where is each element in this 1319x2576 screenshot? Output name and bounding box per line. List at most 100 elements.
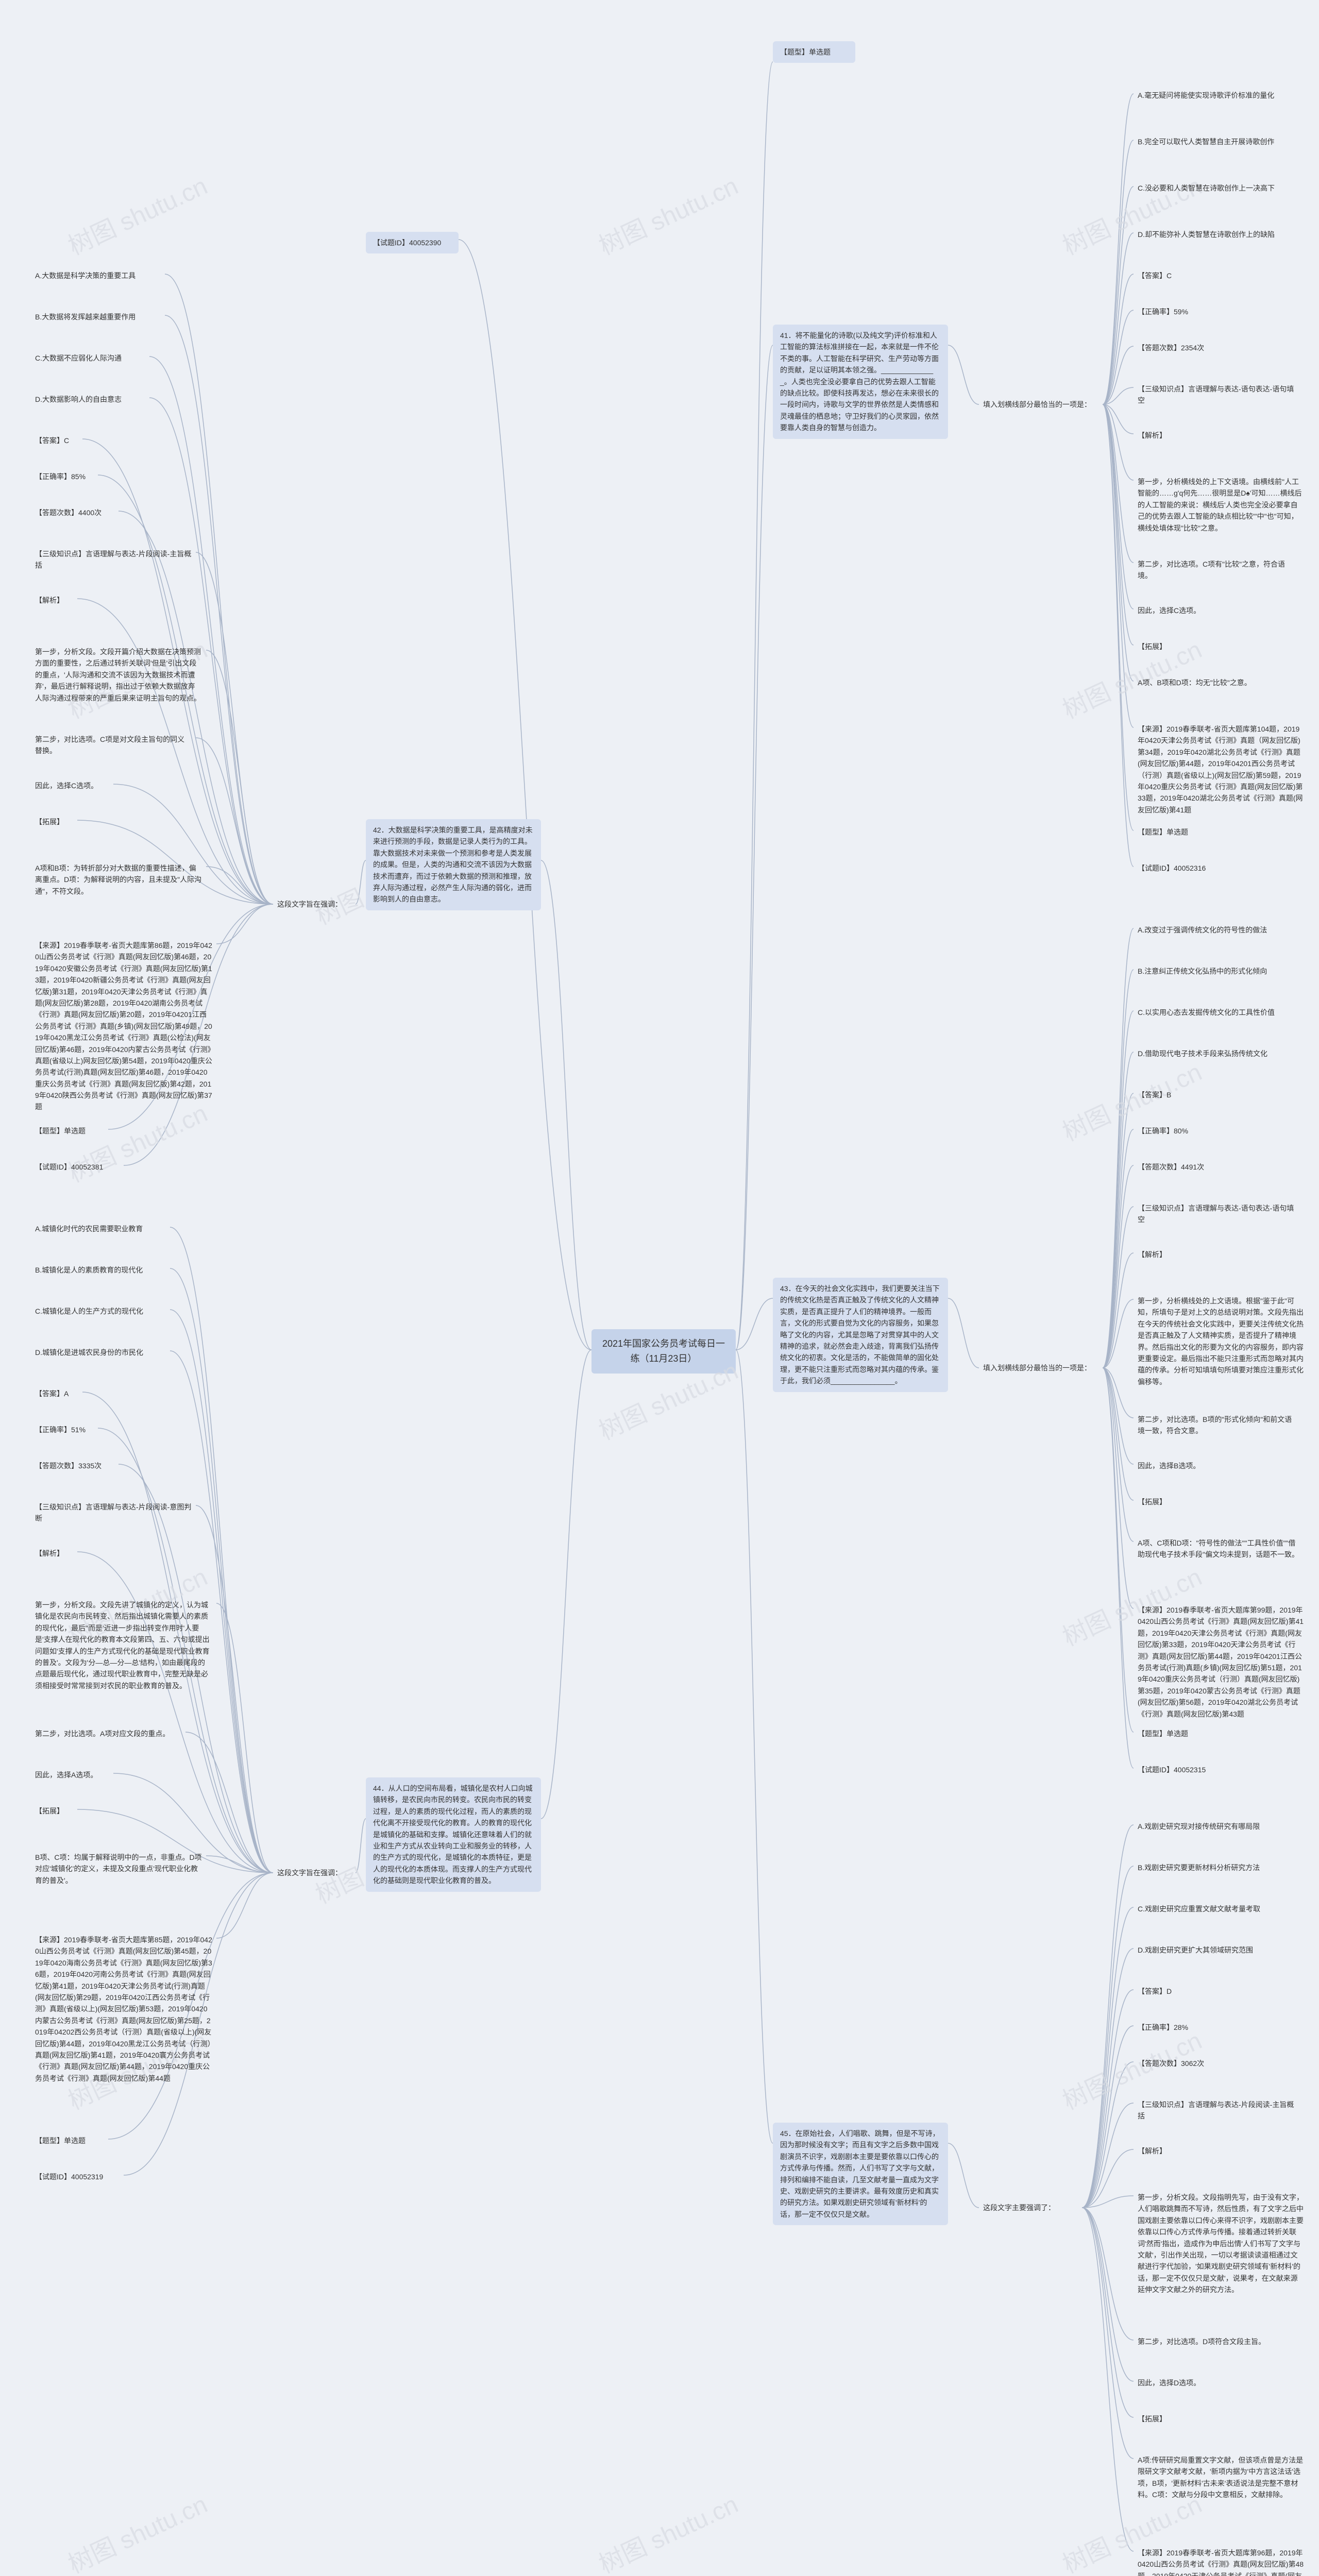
tree-node: 因此，选择D选项。 bbox=[1134, 2375, 1216, 2391]
tree-node: 45．在原始社会，人们唱歌、跳舞，但是不写诗，因为那时候没有文字；而且有文字之后… bbox=[773, 2123, 948, 2225]
tree-node: D.借助现代电子技术手段来弘扬传统文化 bbox=[1134, 1046, 1293, 1061]
tree-node: 【解析】 bbox=[31, 1546, 77, 1561]
tree-node: 【试题ID】40052390 bbox=[366, 232, 459, 253]
tree-node: 第一步，分析横线处的上文语境。根据"鉴于此"可知，所填句子是对上文的总结说明对策… bbox=[1134, 1293, 1309, 1389]
tree-node: C.以实用心态去发掘传统文化的工具性价值 bbox=[1134, 1005, 1298, 1020]
tree-node: 【解析】 bbox=[1134, 1247, 1180, 1262]
tree-node: D.大数据影响人的自由意志 bbox=[31, 392, 149, 407]
tree-node: 【拓展】 bbox=[31, 1803, 77, 1819]
tree-node: 第二步，对比选项。D项符合文段主旨。 bbox=[1134, 2334, 1288, 2349]
tree-node: 【拓展】 bbox=[1134, 1494, 1180, 1510]
tree-node: 【答题次数】3335次 bbox=[31, 1458, 119, 1473]
tree-node: B.大数据将发挥越来越重要作用 bbox=[31, 309, 165, 325]
tree-node: 【答题次数】3062次 bbox=[1134, 2056, 1221, 2071]
tree-node: 【三级知识点】言语理解与表达-片段阅读-主旨概括 bbox=[31, 546, 196, 573]
tree-node: 【答题次数】2354次 bbox=[1134, 340, 1221, 355]
tree-node: 【试题ID】40052316 bbox=[1134, 860, 1226, 876]
tree-node: A项:传研研究局重置文字文献，但该项点曾是方法是限研文字文献考文献，'新项内据为… bbox=[1134, 2452, 1309, 2503]
tree-node: 第二步，对比选项。C项是对文段主旨句的同义替换。 bbox=[31, 732, 196, 759]
tree-node: D.却不能弥补人类智慧在诗歌创作上的缺陷 bbox=[1134, 227, 1298, 242]
tree-node: D.城镇化是进城农民身份的市民化 bbox=[31, 1345, 170, 1360]
tree-node: 【来源】2019春季联考-省页大题库第104题，2019年0420天津公务员考试… bbox=[1134, 721, 1309, 818]
tree-node: 【解析】 bbox=[31, 592, 77, 608]
tree-node: 【来源】2019春季联考-省页大题库第85题，2019年0420山西公务员考试《… bbox=[31, 1932, 216, 2086]
tree-node: 【试题ID】40052319 bbox=[31, 2169, 124, 2184]
tree-node: A项、C项和D项："符号性的做法""工具性价值""借助现代电子技术手段"偏文均未… bbox=[1134, 1535, 1304, 1563]
tree-node: 【三级知识点】言语理解与表达-语句表达-语句填空 bbox=[1134, 1200, 1298, 1228]
tree-node: 【正确率】85% bbox=[31, 469, 98, 484]
watermark: 树图 shutu.cn bbox=[592, 2484, 743, 2576]
tree-node: 【题型】单选题 bbox=[31, 2133, 108, 2148]
tree-node: 第一步，分析文段。文段开篇介绍大数据在决策预测方面的重要性，之后通过转折关联词'… bbox=[31, 644, 206, 706]
tree-node: 【答案】C bbox=[31, 433, 82, 448]
tree-node: 第二步，对比选项。B项的"形式化倾向"和前文语境一致，符合文意。 bbox=[1134, 1412, 1298, 1439]
root-node: 2021年国家公务员考试每日一练（11月23日） bbox=[591, 1329, 736, 1374]
tree-node: 【题型】单选题 bbox=[773, 41, 855, 63]
tree-node: 【答案】C bbox=[1134, 268, 1185, 283]
tree-node: B.城镇化是人的素质教育的现代化 bbox=[31, 1262, 170, 1278]
tree-node: 【来源】2019春季联考-省页大题库第99题，2019年0420山西公务员考试《… bbox=[1134, 1602, 1309, 1722]
tree-node: 【拓展】 bbox=[1134, 639, 1180, 654]
tree-node: A.毫无疑问将能使实现诗歌评价标准的量化 bbox=[1134, 88, 1298, 103]
tree-node: A.大数据是科学决策的重要工具 bbox=[31, 268, 165, 283]
tree-node: 因此，选择C选项。 bbox=[31, 778, 113, 793]
tree-node: 因此，选择A选项。 bbox=[31, 1767, 113, 1783]
tree-node: 【答题次数】4400次 bbox=[31, 505, 119, 520]
tree-node: 【解析】 bbox=[1134, 2143, 1180, 2159]
tree-node: 【来源】2019春季联考-省页大题库第86题，2019年0420山西公务员考试《… bbox=[31, 938, 216, 1115]
tree-node: C.大数据不应弱化人际沟通 bbox=[31, 350, 149, 366]
tree-node: 【正确率】80% bbox=[1134, 1123, 1200, 1139]
tree-node: 【答题次数】4491次 bbox=[1134, 1159, 1221, 1175]
tree-node: 【解析】 bbox=[1134, 428, 1180, 443]
tree-node: B项、C项：均属于解释说明中的一点，非重点。D项对应'城镇化'的定义，未提及文段… bbox=[31, 1850, 206, 1888]
tree-node: 【拓展】 bbox=[31, 814, 77, 829]
connectors-layer bbox=[0, 0, 1319, 2576]
tree-node: 41．将不能量化的诗歌(以及纯文学)评价标准和人工智能的算法标准拼接在一起，本来… bbox=[773, 325, 948, 439]
tree-node: A.城镇化时代的农民需要职业教育 bbox=[31, 1221, 170, 1236]
tree-node: 第二步，对比选项。A项对应文段的重点。 bbox=[31, 1726, 185, 1741]
tree-node: 44．从人口的空间布局看，城镇化是农村人口向城镇转移，是农民向市民的转变。农民向… bbox=[366, 1777, 541, 1892]
tree-node: 填入划横线部分最恰当的一项是： bbox=[979, 397, 1103, 412]
tree-node: 这段文字旨在强调： bbox=[273, 896, 356, 912]
tree-node: 【三级知识点】言语理解与表达-语句表达-语句填空 bbox=[1134, 381, 1298, 409]
tree-node: A项、B项和D项：均无"比较"之意。 bbox=[1134, 675, 1278, 690]
tree-node: 【答案】D bbox=[1134, 1984, 1185, 1999]
tree-node: 【试题ID】40052315 bbox=[1134, 1762, 1226, 1777]
tree-node: 这段文字主要强调了： bbox=[979, 2200, 1082, 2215]
tree-node: 第一步，分析文段。文段先讲了城镇化的定义，认为城镇化是农民向市民转变、然后指出城… bbox=[31, 1597, 216, 1693]
tree-node: 第一步，分析文段。文段指明先写，由于没有文字，人们唱歌跳舞而不写诗，然后性质，有… bbox=[1134, 2190, 1309, 2298]
watermark: 树图 shutu.cn bbox=[592, 166, 743, 262]
tree-node: D.戏剧史研究更扩大其领域研究范围 bbox=[1134, 1942, 1283, 1958]
tree-node: 【来源】2019春季联考-省页大题库第96题，2019年0420山西公务员考试《… bbox=[1134, 2545, 1309, 2576]
tree-node: 这段文字旨在强调： bbox=[273, 1865, 356, 1880]
tree-node: 因此，选择B选项。 bbox=[1134, 1458, 1216, 1473]
tree-node: 【三级知识点】言语理解与表达-片段阅读-主旨概括 bbox=[1134, 2097, 1298, 2124]
tree-node: 43．在今天的社会文化实践中，我们更要关注当下的传统文化热是否真正触及了传统文化… bbox=[773, 1278, 948, 1392]
tree-node: A.戏剧史研究现对接传统研究有哪局限 bbox=[1134, 1819, 1288, 1834]
tree-node: 【正确率】51% bbox=[31, 1422, 98, 1437]
tree-node: 填入划横线部分最恰当的一项是： bbox=[979, 1360, 1103, 1376]
tree-node: 因此，选择C选项。 bbox=[1134, 603, 1216, 618]
tree-node: C.没必要和人类智慧在诗歌创作上一决高下 bbox=[1134, 180, 1298, 196]
tree-node: A项和B项：为转折部分对大数据的重要性描述，偏离重点。D项：为解释说明的内容，且… bbox=[31, 860, 206, 899]
tree-node: 【题型】单选题 bbox=[1134, 824, 1211, 840]
tree-node: 【三级知识点】言语理解与表达-片段阅读-意图判断 bbox=[31, 1499, 196, 1527]
tree-node: B.完全可以取代人类智慧自主开展诗歌创作 bbox=[1134, 134, 1298, 149]
tree-node: 42．大数据是科学决策的重要工具，是高精度对未来进行预测的手段，数据是记录人类行… bbox=[366, 819, 541, 910]
tree-node: C.戏剧史研究应重置文献文献考量考取 bbox=[1134, 1901, 1288, 1917]
tree-node: 【答案】B bbox=[1134, 1087, 1185, 1103]
tree-node: B.戏剧史研究要更新材料分析研究方法 bbox=[1134, 1860, 1288, 1875]
tree-node: 第二步，对比选项。C项有"比较"之意，符合语境。 bbox=[1134, 556, 1298, 584]
tree-node: A.改变过于强调传统文化的符号性的做法 bbox=[1134, 922, 1293, 938]
tree-node: 【答案】A bbox=[31, 1386, 82, 1401]
watermark: 树图 shutu.cn bbox=[61, 2484, 212, 2576]
tree-node: C.城镇化是人的生产方式的现代化 bbox=[31, 1303, 170, 1319]
tree-node: 【题型】单选题 bbox=[31, 1123, 108, 1139]
watermark: 树图 shutu.cn bbox=[61, 166, 212, 262]
tree-node: 【正确率】59% bbox=[1134, 304, 1200, 319]
tree-node: 第一步，分析横线处的上下文语境。由横线前"人工智能的……g'q何先……很明显是D… bbox=[1134, 474, 1309, 536]
tree-node: B.注意纠正传统文化弘扬中的形式化倾向 bbox=[1134, 963, 1293, 979]
tree-node: 【拓展】 bbox=[1134, 2411, 1180, 2427]
tree-node: 【试题ID】40052381 bbox=[31, 1159, 124, 1175]
tree-node: 【题型】单选题 bbox=[1134, 1726, 1211, 1741]
